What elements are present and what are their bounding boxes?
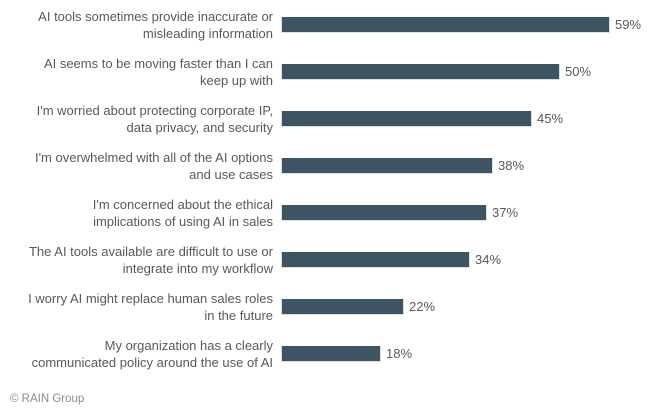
bar [281, 63, 560, 80]
category-label: The AI tools available are difficult to … [0, 243, 281, 277]
category-label-line: AI seems to be moving faster than I can [43, 55, 273, 71]
bar-track: 59% [281, 1, 650, 48]
category-label-line: implications of using AI in sales [93, 213, 273, 229]
value-label: 38% [498, 158, 525, 173]
copyright-text: © RAIN Group [10, 393, 85, 405]
category-label-line: keep up with [200, 72, 273, 88]
bar-row: I'm concerned about the ethical implicat… [0, 189, 650, 236]
category-label: I'm overwhelmed with all of the AI optio… [0, 149, 281, 183]
category-label-line: I worry AI might replace human sales rol… [28, 290, 273, 306]
bar-track: 18% [281, 330, 650, 377]
category-label-line: AI tools sometimes provide inaccurate or [38, 8, 273, 24]
bar [281, 204, 487, 221]
category-label-line: and use cases [189, 166, 273, 182]
value-label: 34% [475, 252, 502, 267]
category-label-line: The AI tools available are difficult to … [28, 243, 273, 259]
category-label-line: data privacy, and security [126, 119, 273, 135]
category-label: AI tools sometimes provide inaccurate or… [0, 8, 281, 42]
bar-track: 37% [281, 189, 650, 236]
bar-row: I'm worried about protecting corporate I… [0, 95, 650, 142]
category-label-line: I'm overwhelmed with all of the AI optio… [34, 149, 273, 165]
category-label-line: I'm worried about protecting corporate I… [36, 102, 273, 118]
value-label: 18% [386, 346, 413, 361]
bar-track: 22% [281, 283, 650, 330]
bar-row: The AI tools available are difficult to … [0, 236, 650, 283]
category-label: I'm concerned about the ethical implicat… [0, 196, 281, 230]
bar [281, 157, 493, 174]
category-label: I worry AI might replace human sales rol… [0, 290, 281, 324]
category-label-line: integrate into my workflow [122, 260, 273, 276]
bar [281, 16, 610, 33]
bar [281, 298, 404, 315]
category-label: My organization has a clearly communicat… [0, 337, 281, 371]
category-label-line: misleading information [142, 25, 273, 41]
value-label: 59% [615, 17, 642, 32]
value-label: 50% [565, 64, 592, 79]
bar-row: My organization has a clearly communicat… [0, 330, 650, 377]
category-label-line: My organization has a clearly [104, 337, 273, 353]
category-label-line: in the future [204, 307, 273, 323]
category-label: AI seems to be moving faster than I can … [0, 55, 281, 89]
bar-track: 34% [281, 236, 650, 283]
value-label: 45% [537, 111, 564, 126]
category-label: I'm worried about protecting corporate I… [0, 102, 281, 136]
category-label-line: I'm concerned about the ethical [92, 196, 273, 212]
bar-row: I worry AI might replace human sales rol… [0, 283, 650, 330]
bar-row: AI seems to be moving faster than I can … [0, 48, 650, 95]
bar-track: 38% [281, 142, 650, 189]
bar [281, 251, 470, 268]
value-label: 22% [409, 299, 436, 314]
value-label: 37% [492, 205, 519, 220]
bar-row: I'm overwhelmed with all of the AI optio… [0, 142, 650, 189]
bar [281, 345, 381, 362]
category-label-line: communicated policy around the use of AI [31, 354, 273, 370]
bar [281, 110, 532, 127]
bar-track: 50% [281, 48, 650, 95]
bar-row: AI tools sometimes provide inaccurate or… [0, 1, 650, 48]
bar-track: 45% [281, 95, 650, 142]
